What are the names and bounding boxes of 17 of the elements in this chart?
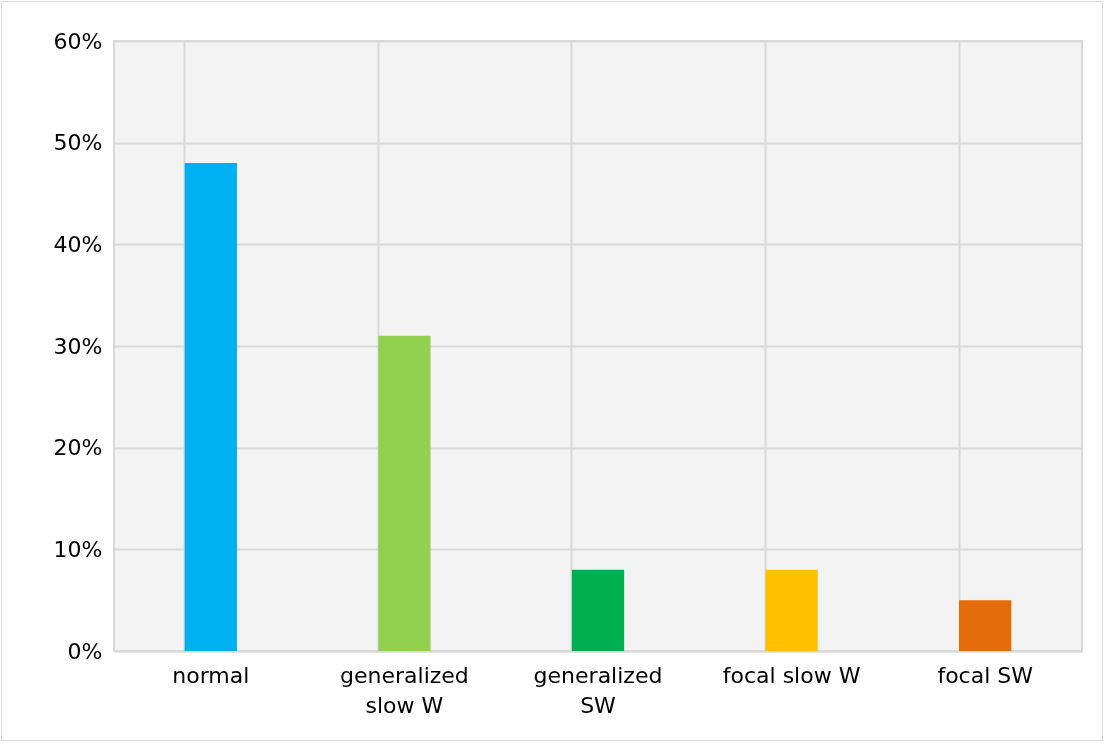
x-tick-label: focal SW bbox=[937, 662, 1034, 688]
bar bbox=[184, 163, 237, 651]
y-tick-label: 40% bbox=[53, 231, 103, 257]
bar bbox=[959, 600, 1012, 651]
y-tick-label: 30% bbox=[53, 333, 103, 359]
y-tick-label: 10% bbox=[53, 536, 103, 562]
x-tick-label: normal bbox=[172, 662, 250, 688]
bar bbox=[378, 335, 431, 651]
x-tick-label: generalized slow W bbox=[340, 662, 469, 718]
x-tick-label: generalized SW bbox=[533, 662, 663, 718]
y-tick-label: 50% bbox=[53, 130, 103, 156]
bar bbox=[765, 569, 818, 651]
bar bbox=[571, 569, 625, 651]
y-tick-label: 60% bbox=[53, 28, 103, 54]
x-tick-label: focal slow W bbox=[722, 662, 861, 688]
y-tick-label: 20% bbox=[53, 435, 103, 461]
y-tick-label: 0% bbox=[67, 638, 103, 664]
